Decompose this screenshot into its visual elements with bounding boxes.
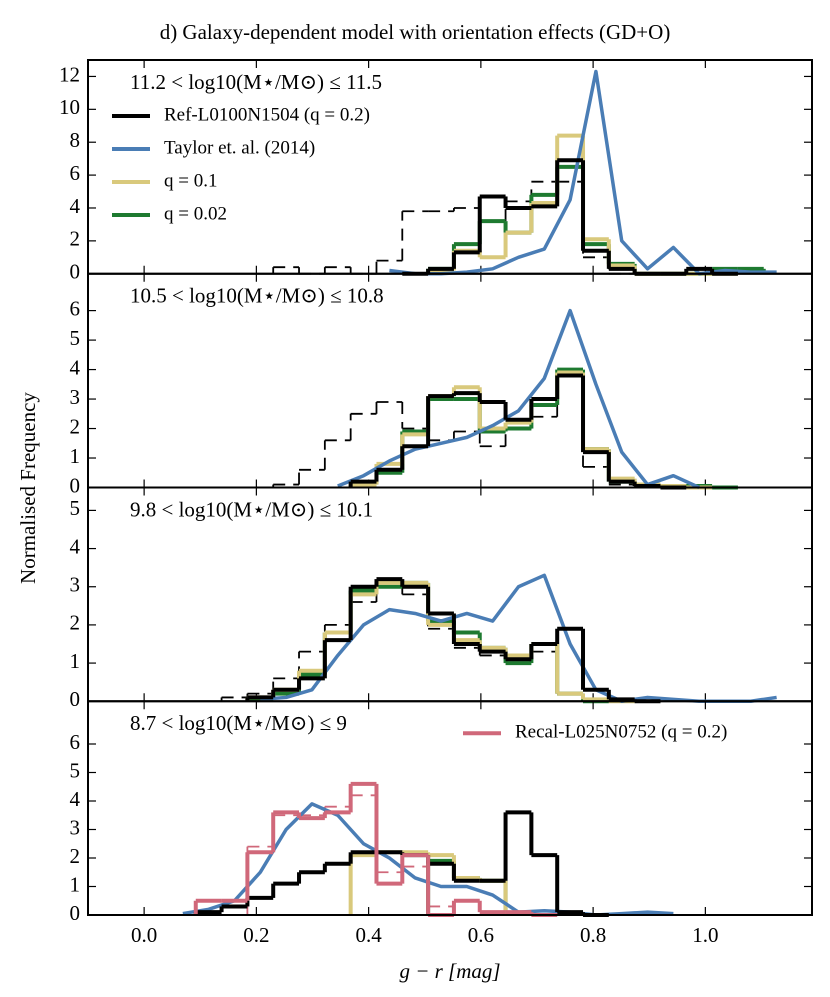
legend-label: q = 0.02 [164, 203, 227, 224]
y-tick-label: 6 [70, 730, 81, 754]
x-tick-label: 1.0 [692, 923, 718, 947]
panel-annotation: 11.2 < log10(M⋆/M⊙) ≤ 11.5 [130, 70, 382, 94]
y-tick-label: 5 [70, 326, 81, 350]
y-tick-label: 0 [70, 260, 81, 284]
x-axis-label: g − r [mag] [399, 959, 500, 983]
y-tick-label: 1 [70, 444, 81, 468]
y-tick-label: 4 [70, 534, 81, 558]
y-tick-label: 0 [70, 901, 81, 925]
y-tick-label: 1 [70, 649, 81, 673]
line-series [337, 308, 700, 490]
y-tick-label: 0 [70, 473, 81, 497]
y-tick-label: 4 [70, 194, 81, 218]
y-tick-label: 4 [70, 787, 81, 811]
legend-label: Recal-L025N0752 (q = 0.2) [515, 722, 727, 743]
y-tick-label: 10 [59, 95, 80, 119]
legend-label: q = 0.1 [164, 170, 217, 191]
x-tick-label: 0.8 [580, 923, 606, 947]
x-tick-label: 0.0 [131, 923, 157, 947]
panel-annotation: 8.7 < log10(M⋆/M⊙) ≤ 9 [130, 711, 347, 735]
y-axis-label: Normalised Frequency [16, 392, 40, 584]
x-tick-label: 0.6 [468, 923, 494, 947]
panel-annotation: 9.8 < log10(M⋆/M⊙) ≤ 10.1 [130, 497, 373, 521]
y-tick-label: 1 [70, 872, 81, 896]
legend-label: Ref-L0100N1504 (q = 0.2) [164, 104, 370, 125]
y-tick-label: 2 [70, 227, 81, 251]
chart-title: d) Galaxy-dependent model with orientati… [160, 20, 671, 44]
panel-annotation: 10.5 < log10(M⋆/M⊙) ≤ 10.8 [130, 284, 384, 308]
y-tick-label: 5 [70, 496, 81, 520]
x-tick-label: 0.4 [355, 923, 382, 947]
y-tick-label: 0 [70, 687, 81, 711]
y-tick-label: 2 [70, 844, 81, 868]
y-tick-label: 3 [70, 573, 81, 597]
x-tick-label: 0.2 [243, 923, 269, 947]
y-tick-label: 12 [59, 62, 80, 86]
y-tick-label: 6 [70, 161, 81, 185]
y-tick-label: 4 [70, 355, 81, 379]
y-tick-label: 6 [70, 296, 81, 320]
y-tick-label: 8 [70, 128, 81, 152]
y-tick-label: 3 [70, 385, 81, 409]
y-tick-label: 2 [70, 611, 81, 635]
legend-label: Taylor et. al. (2014) [164, 137, 315, 158]
y-tick-label: 5 [70, 758, 81, 782]
plot-frame [87, 700, 813, 916]
y-tick-label: 3 [70, 815, 81, 839]
y-tick-label: 2 [70, 414, 81, 438]
